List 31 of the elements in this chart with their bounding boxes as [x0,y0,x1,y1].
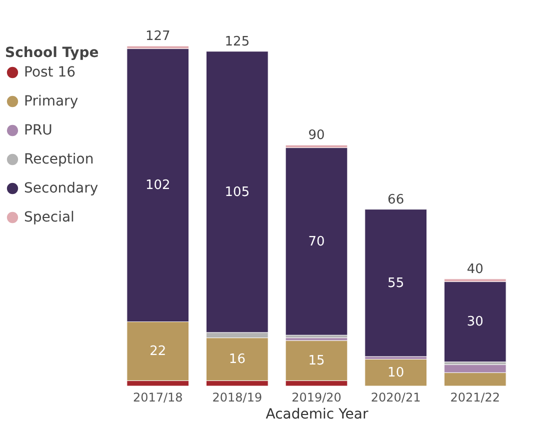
total-label: 127 [145,29,170,44]
total-label: 66 [388,192,404,208]
legend-title: School Type [5,45,99,61]
bar [285,147,348,336]
legend-label: Secondary [24,180,98,196]
data-label: 30 [466,314,484,330]
x-axis-title: Academic Year [266,406,368,422]
bar [364,358,427,386]
data-label: 16 [228,352,246,368]
data-label: 70 [308,234,325,250]
legend-label: Special [24,210,74,226]
data-label: 22 [150,344,166,360]
total-label: 40 [466,262,484,277]
x-tick-label: 2021/22 [450,390,500,404]
data-label: 55 [388,276,404,291]
x-tick-label: 2017/18 [132,390,183,404]
data-label: 10 [388,366,404,381]
total-label: 125 [224,34,250,50]
legend-label: Reception [24,152,94,168]
x-tick-label: 2019/20 [292,390,342,404]
data-label: 15 [308,354,325,369]
data-label: 102 [145,178,170,194]
x-tick-label: 2020/21 [370,390,421,404]
bar [444,281,506,362]
total-label: 90 [308,128,325,144]
legend-label: PRU [24,122,52,138]
legend-label: Primary [24,94,78,110]
x-tick-label: 2018/19 [212,390,262,404]
legend-label: Post 16 [24,64,76,80]
bar [364,209,427,357]
data-label: 105 [224,184,250,200]
